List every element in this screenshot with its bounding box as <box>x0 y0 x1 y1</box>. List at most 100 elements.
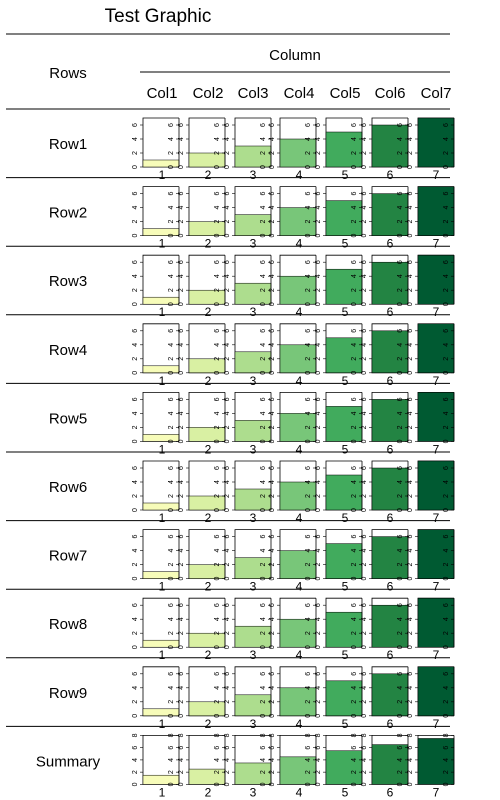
y-tick-label: 4 <box>214 758 221 762</box>
y-tick-label: 4 <box>214 411 221 415</box>
y-tick-label: 0 <box>397 371 404 375</box>
x-tick-label: 4 <box>296 305 303 319</box>
y-tick-label: 2 <box>315 700 322 704</box>
y-tick-label: 4 <box>132 758 139 762</box>
x-tick-label: 1 <box>159 648 166 662</box>
y-tick-label: 4 <box>214 686 221 690</box>
y-tick-label: 6 <box>407 535 414 539</box>
y-tick-label: 8 <box>269 733 276 737</box>
y-tick-label: 4 <box>178 686 185 690</box>
y-tick-label: 2 <box>315 631 322 635</box>
y-tick-label: 4 <box>315 411 322 415</box>
y-tick-label: 6 <box>269 260 276 264</box>
x-tick-label: 4 <box>296 511 303 525</box>
y-tick-label: 2 <box>214 151 221 155</box>
y-tick-label: 6 <box>361 123 368 127</box>
y-tick-label: 2 <box>224 770 231 774</box>
y-tick-label: 0 <box>269 508 276 512</box>
y-tick-label: 6 <box>407 260 414 264</box>
y-tick-label: 0 <box>260 302 267 306</box>
y-tick-label: 0 <box>224 302 231 306</box>
bar <box>234 557 272 579</box>
y-tick-label: 2 <box>361 357 368 361</box>
y-tick-label: 0 <box>168 714 175 718</box>
y-tick-label: 2 <box>178 288 185 292</box>
y-tick-label: 0 <box>168 302 175 306</box>
y-tick-label: 2 <box>305 288 312 292</box>
y-tick-label: 0 <box>224 234 231 238</box>
x-tick-label: 2 <box>205 237 212 251</box>
y-tick-label: 2 <box>168 288 175 292</box>
y-tick-label: 0 <box>315 782 322 786</box>
y-tick-label: 0 <box>315 439 322 443</box>
y-tick-label: 4 <box>361 411 368 415</box>
y-tick-label: 6 <box>443 192 450 196</box>
x-tick-label: 2 <box>205 511 212 525</box>
y-tick-label: 4 <box>443 206 450 210</box>
x-tick-label: 6 <box>387 442 394 456</box>
x-tick-label: 2 <box>205 785 212 799</box>
y-tick-label: 6 <box>168 123 175 127</box>
y-tick-label: 2 <box>397 425 404 429</box>
y-tick-label: 2 <box>269 220 276 224</box>
y-tick-label: 2 <box>260 357 267 361</box>
column-label: Col2 <box>193 85 224 102</box>
y-tick-label: 0 <box>269 714 276 718</box>
y-tick-label: 2 <box>443 220 450 224</box>
y-tick-label: 6 <box>168 466 175 470</box>
x-tick-label: 1 <box>159 305 166 319</box>
y-tick-label: 6 <box>315 672 322 676</box>
y-tick-label: 2 <box>407 770 414 774</box>
y-tick-label: 2 <box>260 425 267 429</box>
y-tick-label: 0 <box>168 371 175 375</box>
y-tick-label: 4 <box>305 206 312 210</box>
y-tick-label: 4 <box>269 343 276 347</box>
y-tick-label: 6 <box>407 746 414 750</box>
y-tick-label: 0 <box>178 302 185 306</box>
y-tick-label: 4 <box>315 274 322 278</box>
y-tick-label: 6 <box>269 603 276 607</box>
y-tick-label: 6 <box>315 397 322 401</box>
y-tick-label: 2 <box>305 357 312 361</box>
x-tick-label: 3 <box>250 580 257 594</box>
y-tick-label: 4 <box>397 206 404 210</box>
bar <box>234 694 272 717</box>
y-tick-label: 4 <box>260 758 267 762</box>
bar <box>325 200 363 236</box>
y-tick-label: 2 <box>178 425 185 429</box>
y-tick-label: 2 <box>214 357 221 361</box>
x-tick-label: 4 <box>296 648 303 662</box>
y-tick-label: 0 <box>132 371 139 375</box>
y-tick-label: 2 <box>132 151 139 155</box>
y-tick-label: 4 <box>132 206 139 210</box>
y-tick-label: 0 <box>132 782 139 786</box>
y-tick-label: 4 <box>443 343 450 347</box>
y-tick-label: 2 <box>315 494 322 498</box>
y-tick-label: 4 <box>168 411 175 415</box>
y-tick-label: 2 <box>397 151 404 155</box>
y-tick-label: 4 <box>315 480 322 484</box>
y-tick-label: 6 <box>351 329 358 333</box>
y-tick-label: 2 <box>168 494 175 498</box>
y-tick-label: 4 <box>168 274 175 278</box>
y-tick-label: 6 <box>132 746 139 750</box>
y-tick-label: 2 <box>224 563 231 567</box>
y-tick-label: 2 <box>269 425 276 429</box>
y-tick-label: 0 <box>269 782 276 786</box>
y-tick-label: 6 <box>224 672 231 676</box>
bar <box>279 756 317 785</box>
y-tick-label: 2 <box>132 425 139 429</box>
x-tick-label: 4 <box>296 237 303 251</box>
y-tick-label: 0 <box>305 782 312 786</box>
y-tick-label: 0 <box>168 645 175 649</box>
y-tick-label: 4 <box>260 411 267 415</box>
y-tick-label: 2 <box>168 770 175 774</box>
y-tick-label: 0 <box>351 234 358 238</box>
x-tick-label: 7 <box>433 511 440 525</box>
y-tick-label: 4 <box>407 617 414 621</box>
y-tick-label: 0 <box>397 508 404 512</box>
y-tick-label: 6 <box>351 123 358 127</box>
y-tick-label: 0 <box>178 165 185 169</box>
y-tick-label: 2 <box>315 770 322 774</box>
